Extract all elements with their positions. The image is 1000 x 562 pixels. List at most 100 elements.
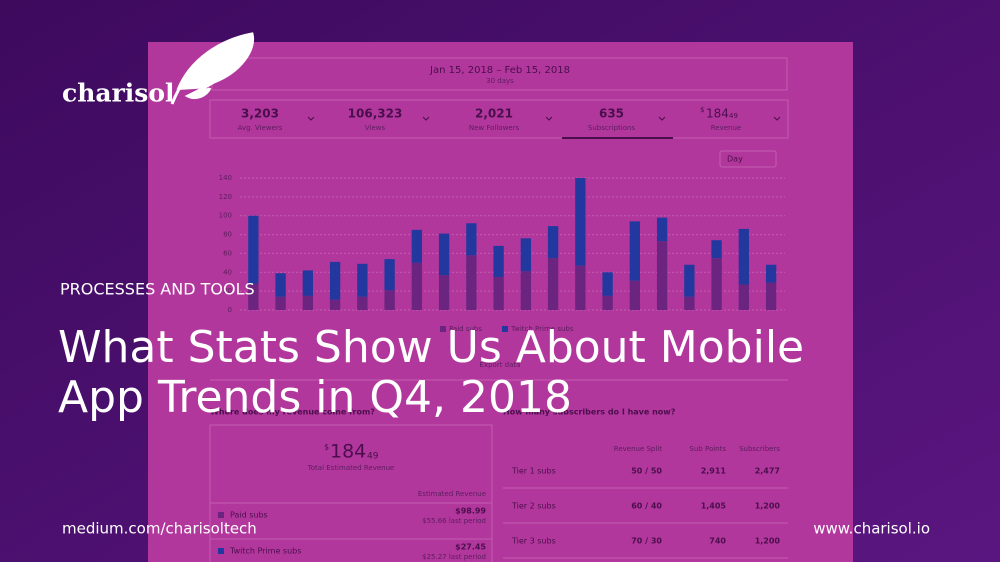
revenue-column: Estimated Revenue xyxy=(418,490,486,498)
stat-label: New Followers xyxy=(469,124,520,132)
bar-segment xyxy=(493,277,504,310)
bar-segment xyxy=(656,241,668,310)
revenue-heading: Where does my revenue come from? xyxy=(210,408,375,417)
bar-segment xyxy=(384,259,395,291)
table-cell: 50 / 50 xyxy=(631,467,662,476)
y-tick-label: 20 xyxy=(223,287,232,295)
table-header: Subscribers xyxy=(739,445,780,453)
bar-segment xyxy=(520,271,532,310)
row-swatch xyxy=(218,512,224,518)
bar-segment xyxy=(357,263,368,297)
bar-segment xyxy=(302,270,314,296)
stat-value: 106,323 xyxy=(348,107,403,121)
table-cell: 70 / 30 xyxy=(631,537,662,546)
bar-segment xyxy=(520,238,532,272)
bar-segment xyxy=(329,299,341,310)
chevron xyxy=(658,116,666,121)
export[interactable]: Export data xyxy=(480,361,521,369)
brand: charisol xyxy=(62,79,175,108)
y-tick-label: 100 xyxy=(219,212,232,220)
category: PROCESSES AND TOOLS xyxy=(60,280,255,299)
row-name: Twitch Prime subs xyxy=(229,547,301,556)
bar-segment xyxy=(602,295,613,310)
footer-right[interactable]: www.charisol.io xyxy=(813,520,930,538)
row-value: $27.45 xyxy=(455,543,486,552)
bar-segment xyxy=(765,282,777,310)
y-tick-label: 0 xyxy=(228,306,232,314)
bar-segment xyxy=(684,264,695,297)
row-previous: $55.66 last period xyxy=(422,517,486,525)
bar-segment xyxy=(711,240,722,259)
bar-segment xyxy=(411,262,423,310)
row-swatch xyxy=(218,548,224,554)
legend-swatch xyxy=(440,326,446,332)
bar-segment xyxy=(466,255,477,310)
bar-segment xyxy=(384,290,395,310)
bar-segment xyxy=(357,296,368,310)
total-currency: $ xyxy=(324,443,329,452)
bar-segment xyxy=(248,215,259,284)
chevron xyxy=(545,116,553,121)
bar-segment xyxy=(411,229,423,263)
table-cell: 1,200 xyxy=(755,537,781,546)
bar-segment xyxy=(547,258,559,310)
bar-segment xyxy=(765,264,777,283)
table-header: Revenue Split xyxy=(614,445,662,453)
stat-label: Revenue xyxy=(711,124,742,132)
date-sub: 30 days xyxy=(486,77,514,85)
stats-box xyxy=(209,99,789,139)
chevron xyxy=(773,116,781,121)
table-cell: 1,405 xyxy=(701,502,727,511)
bar-segment xyxy=(575,178,586,266)
bar-segment xyxy=(438,275,450,310)
dashboard: Jan 15, 2018 – Feb 15, 2018 30 days Day … xyxy=(209,57,789,562)
bar-segment xyxy=(575,265,586,310)
bar-segment xyxy=(466,223,477,256)
stat-label: Views xyxy=(365,124,386,132)
table-cell: 1,200 xyxy=(755,502,781,511)
stat-value: 2,021 xyxy=(475,107,513,121)
subs-heading: How many subscribers do I have now? xyxy=(503,408,676,417)
legend-label: Twitch Prime subs xyxy=(510,325,574,333)
stat-value: 184 xyxy=(706,107,729,121)
chevron xyxy=(307,116,315,121)
bar-segment xyxy=(684,296,695,310)
y-tick-label: 40 xyxy=(223,268,232,276)
y-tick-label: 140 xyxy=(219,174,232,182)
row-previous: $25.27 last period xyxy=(422,553,486,561)
title-line: What Stats Show Us About Mobile xyxy=(58,322,804,373)
bar-segment xyxy=(738,228,750,285)
y-tick-label: 120 xyxy=(219,193,232,201)
revenue-box xyxy=(209,424,493,562)
date-range: Jan 15, 2018 – Feb 15, 2018 xyxy=(429,65,570,76)
footer-left[interactable]: medium.com/charisoltech xyxy=(62,520,257,538)
stat-cents: 49 xyxy=(729,112,738,120)
bar-segment xyxy=(438,233,450,276)
interval-select[interactable] xyxy=(719,150,777,168)
stat-label: Subscriptions xyxy=(588,124,635,132)
table-cell: Tier 1 subs xyxy=(511,467,556,476)
bar-segment xyxy=(329,261,341,300)
bar-segment xyxy=(248,283,259,310)
bar-segment xyxy=(711,258,722,310)
bar-segment xyxy=(275,273,286,297)
table-cell: 2,911 xyxy=(701,467,727,476)
table-header: Sub Points xyxy=(689,445,726,453)
table-cell: 60 / 40 xyxy=(631,502,662,511)
row-name: Paid subs xyxy=(230,511,268,520)
table-cell: Tier 3 subs xyxy=(511,537,556,546)
table-cell: Tier 2 subs xyxy=(511,502,556,511)
y-tick-label: 80 xyxy=(223,231,232,239)
bar-segment xyxy=(738,284,750,310)
legend-label: Paid subs xyxy=(449,325,482,333)
y-tick-label: 60 xyxy=(223,249,232,257)
logo-feather xyxy=(170,32,255,105)
overlay-text: charisol PROCESSES AND TOOLS What Stats … xyxy=(58,32,930,538)
stat-value: 3,203 xyxy=(241,107,279,121)
legend-swatch xyxy=(502,326,508,332)
interval[interactable]: Day xyxy=(727,155,743,164)
stat-currency: $ xyxy=(700,106,704,114)
stat-value: 635 xyxy=(599,107,624,121)
bar-segment xyxy=(302,295,314,310)
